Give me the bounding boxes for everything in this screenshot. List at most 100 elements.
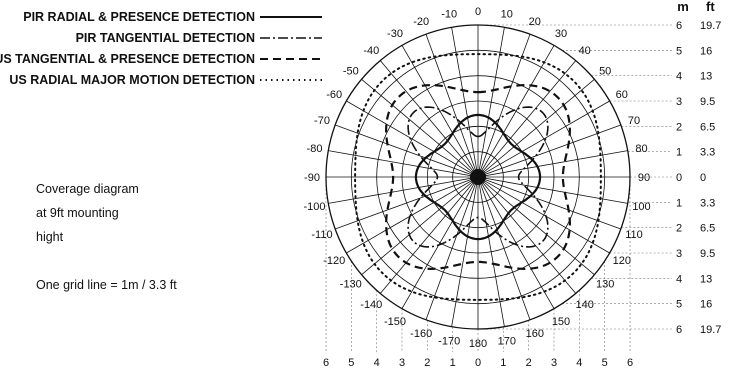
angle-label: -60 bbox=[326, 89, 342, 101]
scale-ft-value: 3.3 bbox=[700, 197, 715, 209]
angle-label: -100 bbox=[303, 201, 325, 213]
scale-m-value: 2 bbox=[676, 121, 682, 133]
scale-ft-value: 3.3 bbox=[700, 147, 715, 159]
angle-label: -150 bbox=[384, 316, 406, 328]
angle-label: 50 bbox=[599, 65, 611, 77]
angle-label: -170 bbox=[438, 336, 460, 348]
angle-label: -30 bbox=[387, 28, 403, 40]
sensor-center-marker bbox=[470, 169, 486, 185]
notes: Coverage diagram at 9ft mounting hight O… bbox=[36, 182, 177, 292]
legend-item-pir-radial: PIR RADIAL & PRESENCE DETECTION bbox=[23, 10, 322, 24]
scale-header-m: m bbox=[677, 0, 689, 14]
scale-ft-value: 0 bbox=[700, 172, 706, 184]
pattern-pir-radial-presence bbox=[414, 113, 542, 241]
bottom-scale-value: 6 bbox=[323, 357, 329, 369]
bottom-scale-value: 5 bbox=[602, 357, 608, 369]
angle-label: 110 bbox=[625, 229, 643, 241]
scale-m-value: 6 bbox=[676, 20, 682, 32]
detection-patterns bbox=[354, 53, 602, 301]
angle-label: 160 bbox=[526, 328, 544, 340]
pattern-us-radial-major-motion bbox=[354, 53, 602, 301]
bottom-scale-value: 4 bbox=[576, 357, 582, 369]
legend-label-us-radial: US RADIAL MAJOR MOTION DETECTION bbox=[9, 73, 255, 87]
angle-label: -130 bbox=[340, 279, 362, 291]
scale-m-value: 2 bbox=[676, 223, 682, 235]
right-scale: 6 19.7 5 16 4 13 3 9.5 2 6.5 1 3.3 0 0 1 3.3 2 6.5 3 9.5 4 13… bbox=[676, 20, 721, 336]
scale-m-value: 6 bbox=[676, 324, 682, 336]
scale-m-value: 5 bbox=[676, 45, 682, 57]
angle-label: -110 bbox=[311, 229, 332, 241]
angle-label: -20 bbox=[413, 16, 429, 28]
angle-label: 10 bbox=[501, 9, 513, 21]
angle-label: 70 bbox=[628, 115, 640, 127]
angle-label: 90 bbox=[638, 172, 650, 184]
bottom-scale: 6 5 4 3 2 1 0 1 2 3 4 5 6 bbox=[323, 357, 633, 369]
pattern-pir-tangential bbox=[407, 106, 549, 248]
note-line-3: hight bbox=[36, 230, 64, 244]
angle-label: 40 bbox=[579, 45, 591, 57]
note-line-1: Coverage diagram bbox=[36, 182, 139, 196]
bottom-scale-value: 0 bbox=[475, 357, 481, 369]
angle-label: 170 bbox=[498, 336, 516, 348]
scale-ft-value: 9.5 bbox=[700, 96, 715, 108]
scale-guide-lines bbox=[325, 24, 672, 352]
note-line-2: at 9ft mounting bbox=[36, 206, 119, 220]
grid-scale-note: One grid line = 1m / 3.3 ft bbox=[36, 278, 177, 292]
bottom-scale-value: 4 bbox=[374, 357, 380, 369]
angle-label: -80 bbox=[307, 143, 323, 155]
legend-item-pir-tangential: PIR TANGENTIAL DETECTION bbox=[76, 31, 322, 45]
bottom-scale-value: 1 bbox=[500, 357, 506, 369]
scale-ft-value: 6.5 bbox=[700, 223, 715, 235]
angle-label: 120 bbox=[613, 255, 631, 267]
scale-m-value: 0 bbox=[676, 172, 682, 184]
scale-ft-value: 9.5 bbox=[700, 248, 715, 260]
scale-ft-value: 16 bbox=[700, 45, 712, 57]
legend: PIR RADIAL & PRESENCE DETECTION PIR TANG… bbox=[0, 10, 322, 87]
bottom-scale-value: 6 bbox=[627, 357, 633, 369]
angle-label: 0 bbox=[475, 6, 481, 18]
angle-label: 60 bbox=[616, 89, 628, 101]
scale-m-value: 1 bbox=[676, 147, 682, 159]
legend-item-us-radial: US RADIAL MAJOR MOTION DETECTION bbox=[9, 73, 322, 87]
bottom-scale-value: 3 bbox=[551, 357, 557, 369]
scale-ft-value: 16 bbox=[700, 299, 712, 311]
angle-label: 180 bbox=[469, 338, 487, 350]
angle-label: -10 bbox=[441, 9, 457, 21]
bottom-scale-value: 3 bbox=[399, 357, 405, 369]
bottom-scale-value: 5 bbox=[348, 357, 354, 369]
angle-label: -120 bbox=[323, 255, 345, 267]
angle-label: 30 bbox=[555, 28, 567, 40]
scale-ft-value: 6.5 bbox=[700, 121, 715, 133]
angle-label: -160 bbox=[410, 328, 432, 340]
legend-label-us-tangential: US TANGENTIAL & PRESENCE DETECTION bbox=[0, 52, 255, 66]
scale-ft-value: 13 bbox=[700, 273, 712, 285]
bottom-scale-value: 1 bbox=[450, 357, 456, 369]
legend-label-pir-radial: PIR RADIAL & PRESENCE DETECTION bbox=[23, 10, 255, 24]
scale-m-value: 3 bbox=[676, 248, 682, 260]
angle-label: -90 bbox=[304, 172, 320, 184]
angle-label: 140 bbox=[576, 299, 594, 311]
scale-m-value: 3 bbox=[676, 96, 682, 108]
scale-m-value: 4 bbox=[676, 273, 682, 285]
angle-label: -40 bbox=[363, 45, 379, 57]
angle-label: 100 bbox=[632, 201, 650, 213]
legend-label-pir-tangential: PIR TANGENTIAL DETECTION bbox=[76, 31, 255, 45]
angle-label: -140 bbox=[360, 299, 382, 311]
scale-ft-value: 19.7 bbox=[700, 324, 721, 336]
scale-m-value: 4 bbox=[676, 71, 682, 83]
scale-ft-value: 19.7 bbox=[700, 20, 721, 32]
bottom-scale-value: 2 bbox=[424, 357, 430, 369]
scale-m-value: 5 bbox=[676, 299, 682, 311]
angle-label: 80 bbox=[635, 143, 647, 155]
legend-item-us-tangential: US TANGENTIAL & PRESENCE DETECTION bbox=[0, 52, 322, 66]
scale-ft-value: 13 bbox=[700, 71, 712, 83]
scale-m-value: 1 bbox=[676, 197, 682, 209]
angle-label: -70 bbox=[314, 115, 330, 127]
scale-header-ft: ft bbox=[706, 0, 715, 14]
angle-label: 20 bbox=[529, 16, 541, 28]
angle-label: 150 bbox=[552, 316, 570, 328]
angle-label: -50 bbox=[343, 65, 359, 77]
angle-label: 130 bbox=[596, 279, 614, 291]
